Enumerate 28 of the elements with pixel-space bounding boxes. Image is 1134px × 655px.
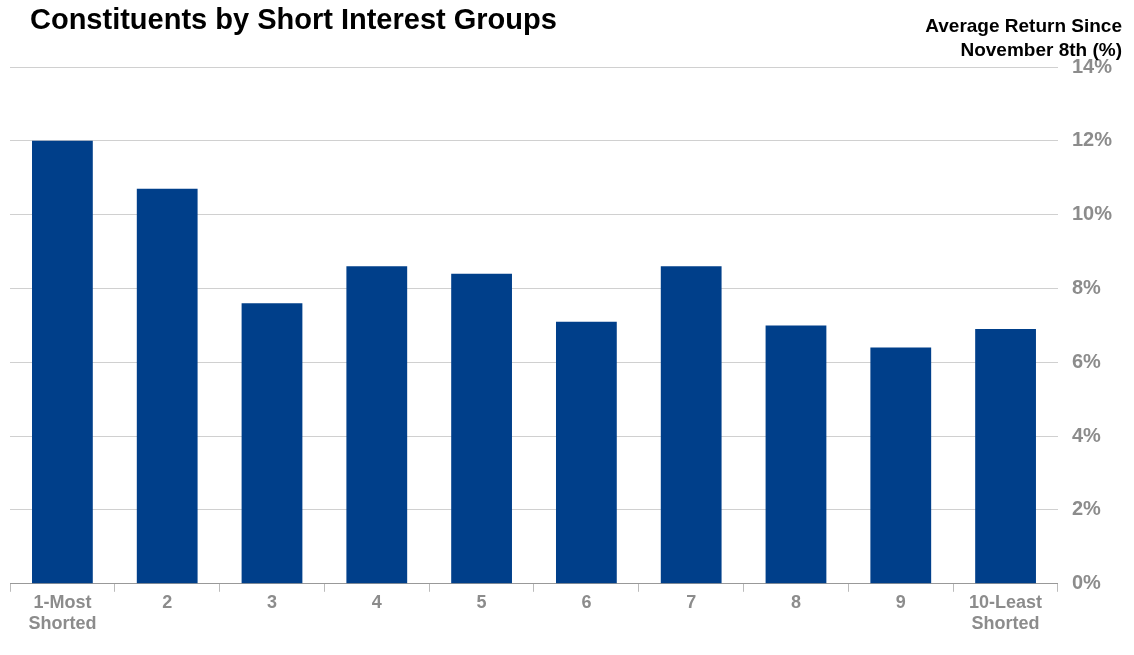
bar [660, 266, 722, 584]
x-tick-label: 7 [686, 591, 697, 612]
chart-title: Constituents by Short Interest Groups [30, 2, 558, 36]
x-tick-label: 10-Least Shorted [969, 591, 1043, 634]
bar [241, 303, 303, 584]
x-tick-label: 3 [266, 591, 277, 612]
x-tick-label: 2 [162, 591, 173, 612]
x-tick-label: 4 [371, 591, 382, 612]
y-tick-label: 12% [1071, 128, 1113, 151]
bar [870, 347, 932, 584]
y-tick-label: 10% [1071, 202, 1113, 225]
x-tick-label: 8 [790, 591, 801, 612]
bar [451, 273, 512, 584]
x-tick-label: 6 [581, 591, 592, 612]
y-tick-label: 8% [1071, 276, 1102, 298]
bar [346, 266, 408, 584]
y-tick-label: 2% [1071, 497, 1102, 520]
bar [32, 140, 93, 584]
y-tick-label: 4% [1071, 423, 1102, 446]
x-tick-label: 9 [895, 591, 906, 612]
y-tick-label: 6% [1071, 349, 1102, 372]
y-tick-label: 0% [1071, 571, 1102, 594]
x-tick-label: 1-Most Shorted [28, 591, 97, 634]
bar [555, 321, 617, 584]
bar [975, 329, 1036, 584]
bar [765, 325, 827, 584]
x-tick-label: 5 [476, 591, 487, 612]
bar [136, 188, 198, 584]
